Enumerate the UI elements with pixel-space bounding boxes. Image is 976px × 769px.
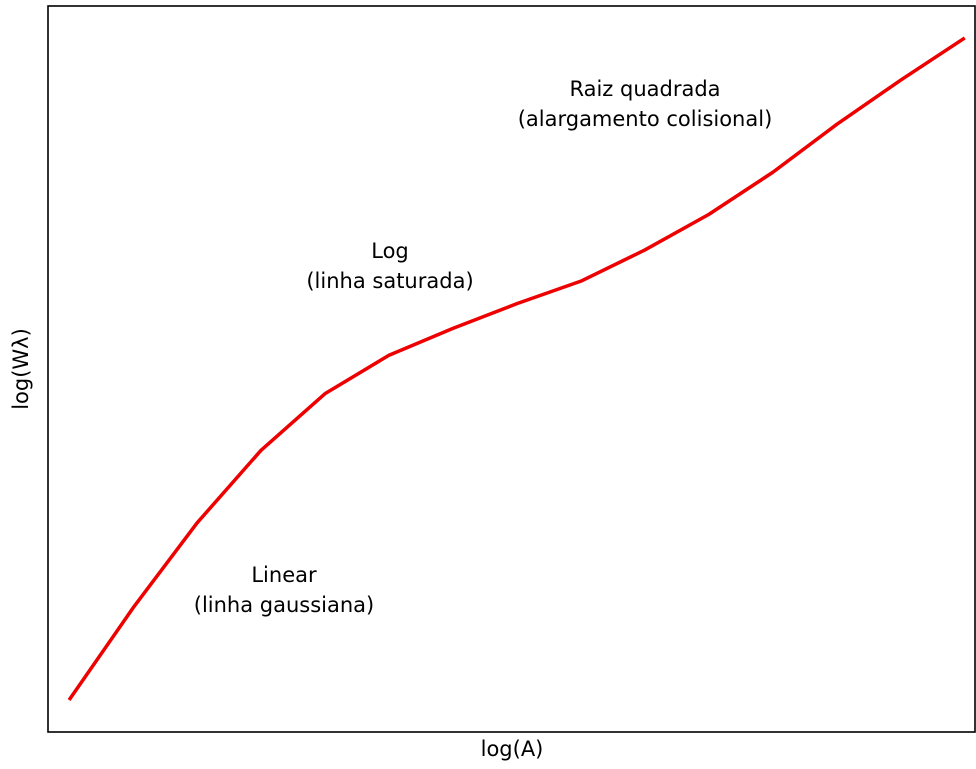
annotation: Log: [371, 239, 409, 263]
annotation: (linha gaussiana): [194, 593, 375, 617]
annotation: Linear: [251, 563, 317, 587]
data-line: [67, 36, 966, 702]
annotation: Raiz quadrada: [569, 77, 720, 101]
annotation: (linha saturada): [306, 269, 473, 293]
plot-frame: [47, 5, 976, 733]
annotation: (alargamento colisional): [518, 107, 773, 131]
x-axis-label: log(A): [481, 737, 544, 761]
y-axis-label: log(Wλ): [9, 328, 33, 410]
